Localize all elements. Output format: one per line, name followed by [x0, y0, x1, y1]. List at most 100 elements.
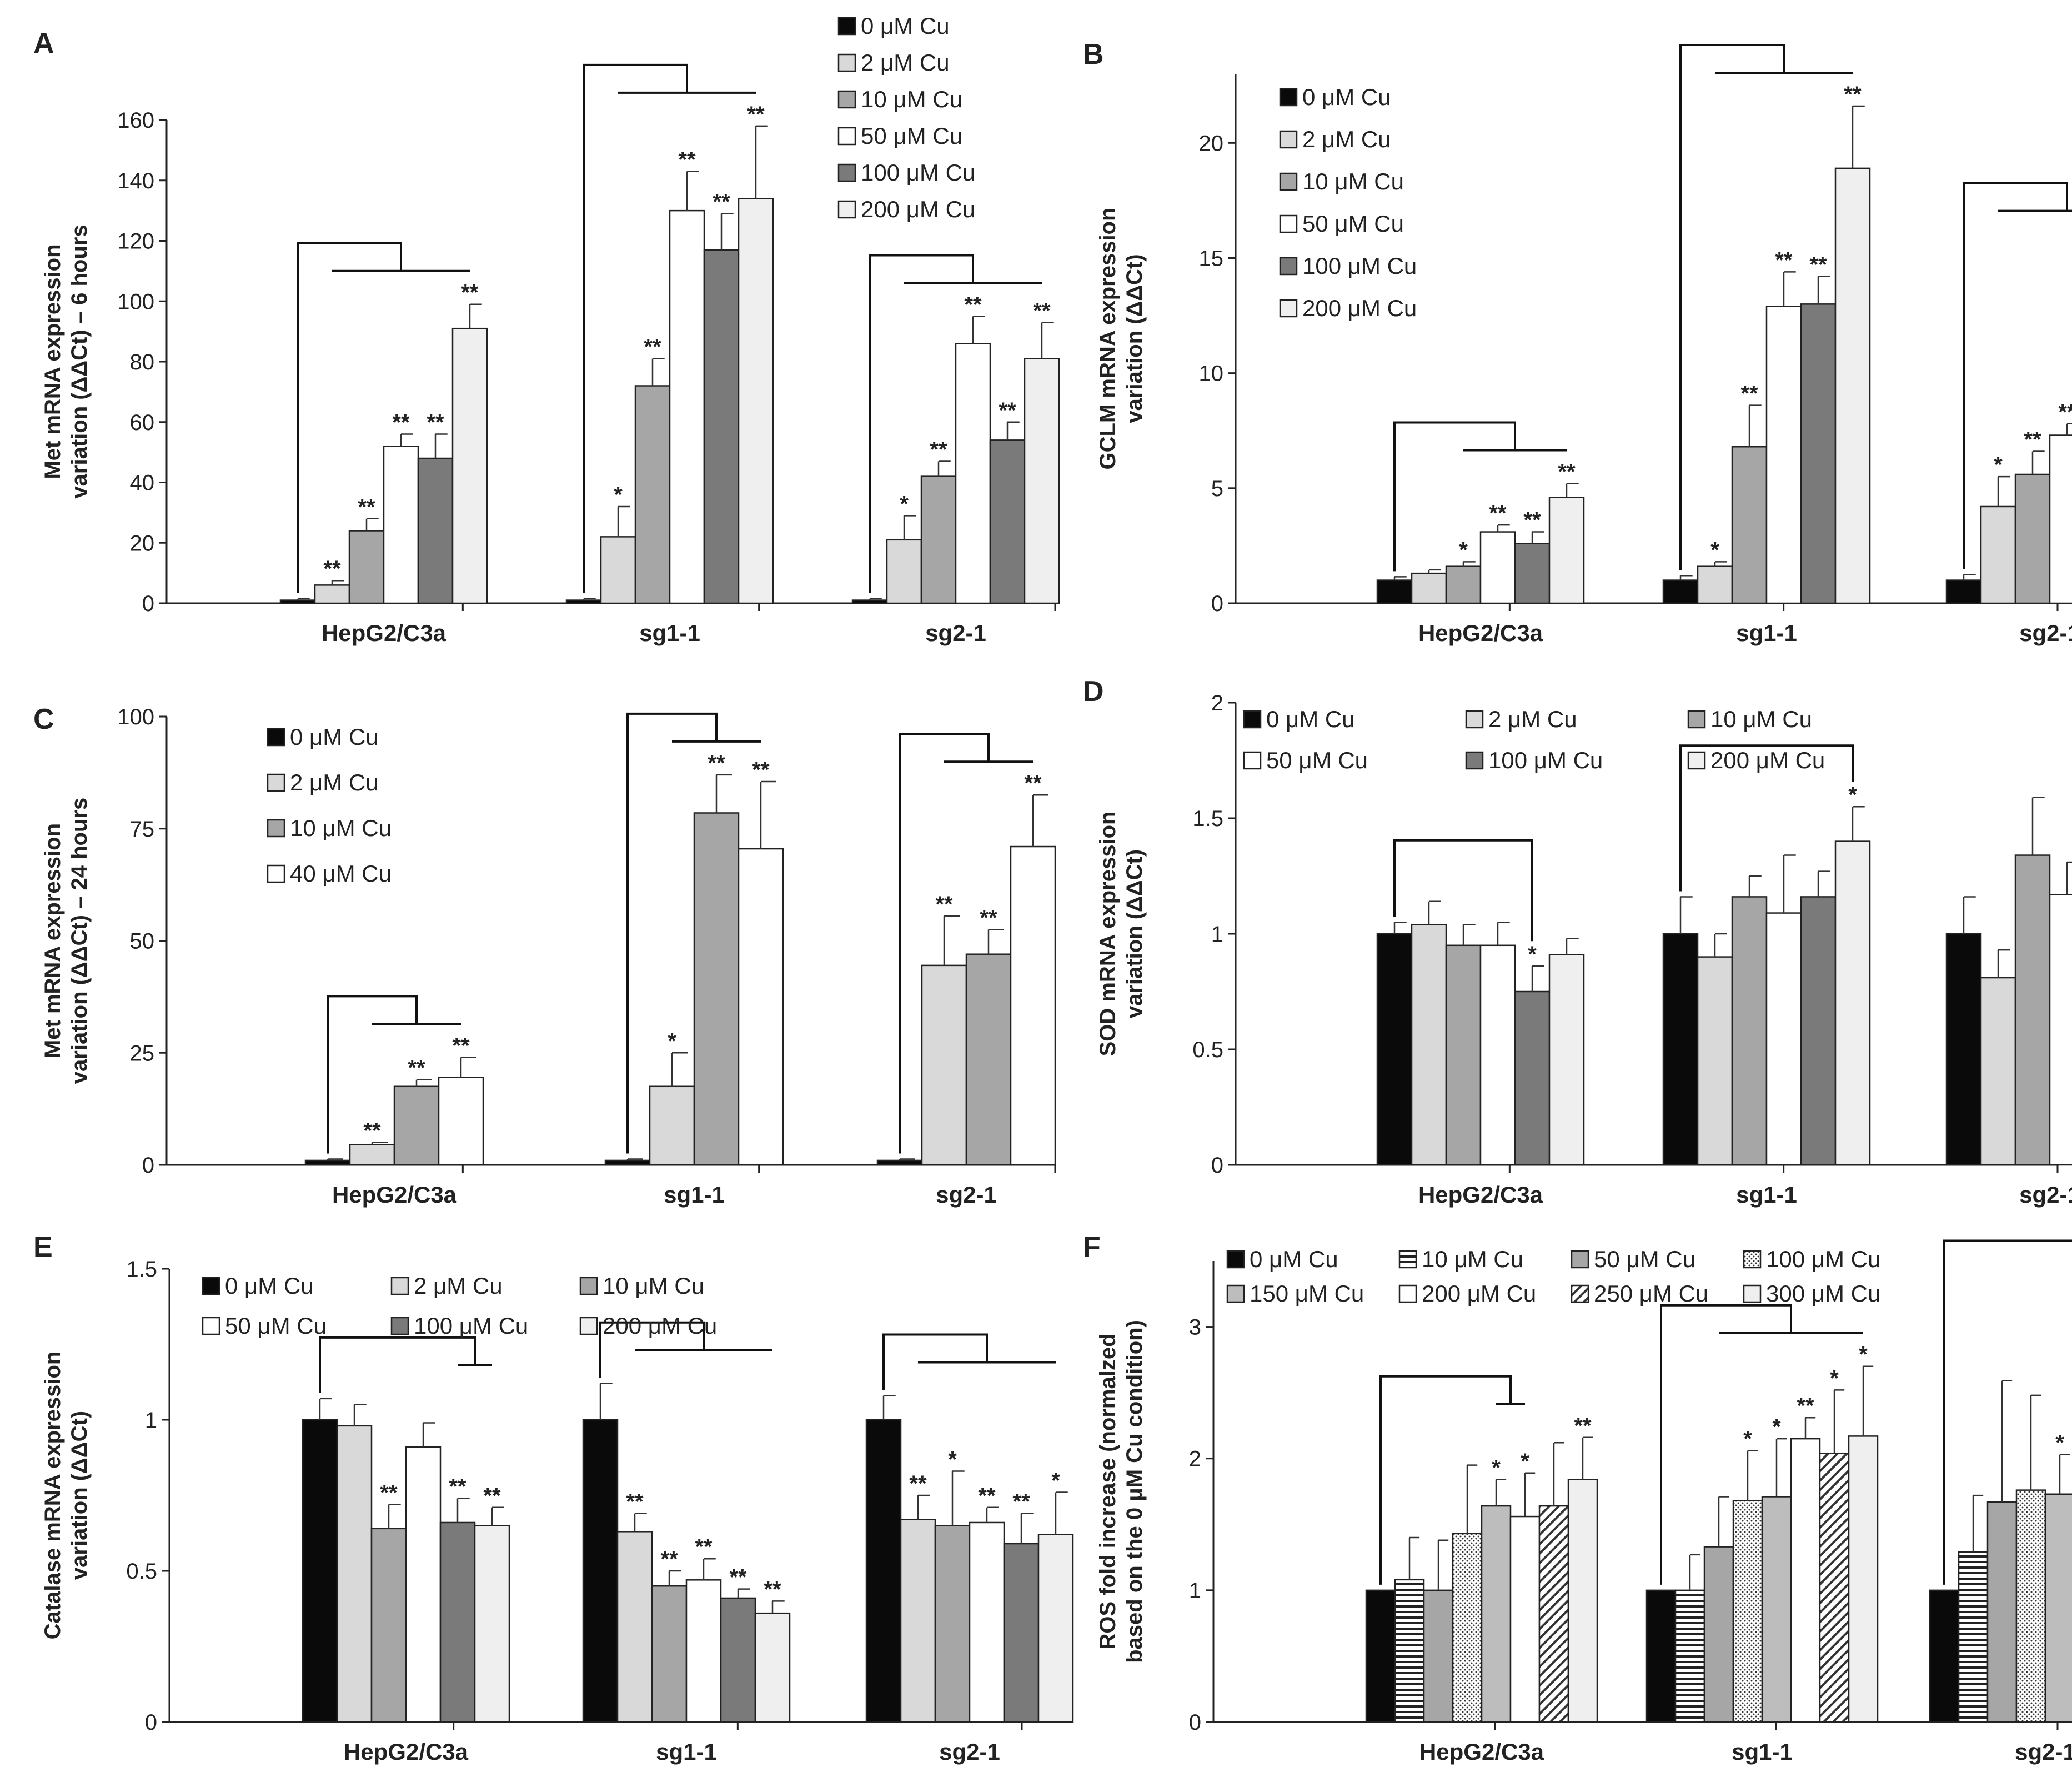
- x-category-label: sg1-1: [1736, 620, 1797, 646]
- legend-swatch: [837, 127, 856, 146]
- bar-b-s3-g2: [2049, 434, 2072, 604]
- significance-mark: *: [1051, 1469, 1060, 1493]
- bar-a-s0-g0: [279, 599, 316, 604]
- legend-swatch: [579, 1277, 598, 1295]
- legend-label: 2 μM Cu: [414, 1273, 503, 1299]
- legend-swatch: [267, 728, 285, 747]
- y-tick-label: 80: [130, 350, 155, 374]
- bar-e-s2-g0: [370, 1528, 407, 1723]
- bar-a-s1-g1: [600, 536, 636, 604]
- significance-mark: **: [1740, 382, 1758, 406]
- legend-label: 50 μM Cu: [861, 123, 962, 149]
- bar-d-s4-g0: [1514, 990, 1551, 1166]
- y-axis-label-line: ROS fold increase (normalzed: [1096, 1333, 1120, 1649]
- bar-f-s3-g0: [1452, 1533, 1483, 1723]
- significance-bracket: [882, 1333, 988, 1390]
- significance-mark: *: [1521, 1449, 1529, 1474]
- y-tick-label: 50: [130, 929, 155, 954]
- significance-mark: *: [1528, 942, 1537, 967]
- significance-mark: *: [1459, 538, 1468, 562]
- significance-bracket: [319, 1336, 476, 1393]
- bar-a-s0-g2: [851, 599, 888, 604]
- significance-mark: **: [1809, 253, 1827, 277]
- bar-e-s4-g2: [1003, 1543, 1040, 1723]
- bar-f-s4-g2: [2044, 1493, 2072, 1723]
- chart-panel-f: F 0 1 2 3 HepG2/C3a sg1-1 sg2-1 ROS fold increas…: [1083, 1231, 2072, 1765]
- bar-f-s6-g0: [1538, 1505, 1569, 1723]
- bar-c-s2-g2: [965, 953, 1012, 1166]
- legend-label: 200 μM Cu: [1302, 295, 1417, 321]
- panel-letter: E: [33, 1231, 53, 1263]
- bar-d-s1-g0: [1411, 924, 1447, 1166]
- y-tick-label: 140: [117, 169, 154, 193]
- bar-c-s3-g2: [1010, 845, 1056, 1166]
- panel-letter: F: [1083, 1231, 1101, 1263]
- y-axis-label-text: Met mRNA expression variation (ΔΔCt) – 24…: [41, 798, 92, 1084]
- significance-bracket: [599, 1321, 705, 1378]
- bar-d-s3-g2: [2049, 894, 2072, 1166]
- bar-a-s4-g1: [703, 249, 740, 604]
- bar-b-s1-g0: [1411, 572, 1447, 604]
- legend-label: 50 μM Cu: [1266, 747, 1368, 773]
- legend-swatch: [837, 53, 856, 72]
- legend-label: 2 μM Cu: [861, 49, 950, 76]
- bar-a-s2-g1: [634, 385, 671, 604]
- legend-swatch: [837, 17, 856, 36]
- bar-a-s5-g0: [451, 327, 488, 604]
- bar-f-s5-g1: [1790, 1438, 1821, 1723]
- significance-mark: **: [392, 411, 410, 435]
- significance-mark: *: [900, 492, 909, 516]
- significance-mark: **: [695, 1535, 713, 1559]
- legend: 0 μM Cu 2 μM Cu 10 μM Cu 50 μM Cu 100 μM Cu 2…: [1243, 706, 1825, 773]
- x-category-label: HepG2/C3a: [1418, 1182, 1543, 1208]
- bar-d-s2-g2: [2014, 854, 2051, 1166]
- bar-e-s0-g1: [582, 1419, 619, 1723]
- x-category-label: HepG2/C3a: [1419, 1739, 1544, 1765]
- significance-mark: **: [452, 1033, 470, 1058]
- legend-swatch: [1243, 710, 1262, 729]
- legend-label: 50 μM Cu: [225, 1313, 327, 1339]
- significance-bracket: [1393, 839, 1533, 942]
- chart-panel-e: E 0 0.5 1 1.5 HepG2/C3a sg1-1 sg2-1 Catalase mRN…: [33, 1231, 1074, 1765]
- bar-a-s3-g1: [669, 209, 705, 604]
- significance-mark: **: [644, 335, 661, 359]
- bar-b-s5-g0: [1548, 497, 1585, 604]
- legend-label: 100 μM Cu: [414, 1313, 528, 1339]
- legend-swatch: [202, 1277, 220, 1295]
- significance-mark: **: [461, 281, 479, 305]
- y-tick-label: 2: [1189, 1447, 1201, 1471]
- legend-swatch: [1743, 1250, 1762, 1269]
- bar-f-s7-g0: [1567, 1479, 1598, 1723]
- y-axis-label-text: Met mRNA expression variation (ΔΔCt) – 6 …: [41, 224, 92, 498]
- legend-label: 10 μM Cu: [603, 1273, 704, 1299]
- legend-label: 200 μM Cu: [861, 196, 975, 222]
- significance-mark: **: [935, 892, 953, 917]
- bar-c-s0-g1: [604, 1159, 651, 1166]
- significance-mark: *: [1848, 783, 1857, 807]
- y-tick-label: 0: [1189, 1710, 1201, 1735]
- y-tick-label: 1.5: [126, 1257, 157, 1282]
- legend-label: 200 μM Cu: [1710, 747, 1825, 773]
- significance-bracket: [583, 63, 688, 593]
- significance-mark: **: [380, 1480, 398, 1505]
- significance-bracket: [327, 995, 418, 1154]
- bar-a-s4-g2: [989, 439, 1026, 604]
- significance-mark: **: [427, 411, 444, 435]
- bar-d-s3-g0: [1479, 944, 1516, 1166]
- y-axis-label-line: SOD mRNA expression: [1096, 812, 1120, 1057]
- significance-mark: *: [1743, 1426, 1752, 1451]
- y-tick-label: 100: [117, 705, 154, 729]
- bar-f-s0-g1: [1645, 1589, 1677, 1723]
- bar-c-s0-g0: [304, 1159, 351, 1166]
- legend-swatch: [837, 90, 856, 109]
- legend-swatch: [1465, 751, 1484, 770]
- significance-mark: **: [1024, 771, 1042, 795]
- y-tick-label: 15: [1199, 246, 1224, 271]
- bar-e-s0-g0: [302, 1419, 338, 1723]
- legend-label: 0 μM Cu: [1302, 84, 1391, 110]
- significance-bracket: [1679, 44, 1785, 570]
- panel-letter: C: [33, 703, 54, 735]
- significance-mark: *: [614, 483, 623, 507]
- chart-panel-a: A 0 20 40 60 80 100 120 140 160 HepG2/C3a sg1-1 sg2-…: [33, 13, 1060, 646]
- legend-label: 10 μM Cu: [1710, 706, 1812, 732]
